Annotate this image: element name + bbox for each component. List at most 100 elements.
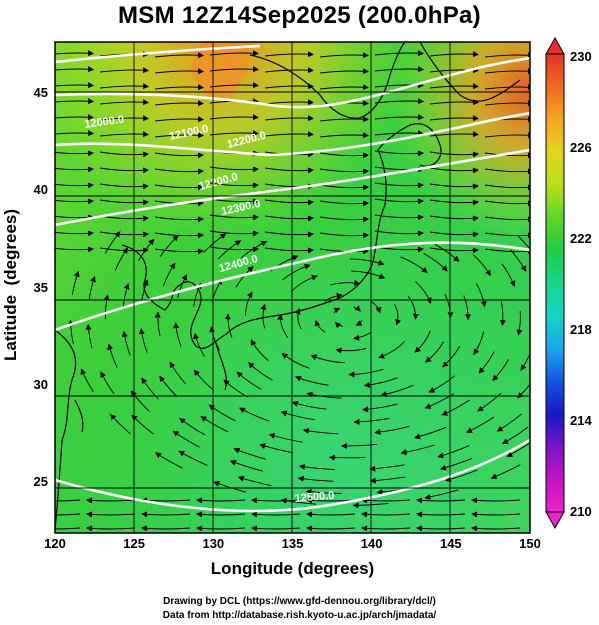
- streamline: [55, 114, 94, 121]
- streamline: [209, 50, 259, 57]
- coast-hokkaido: [377, 123, 442, 167]
- streamline: [264, 199, 314, 206]
- streamline: [209, 326, 220, 351]
- streamline: [244, 291, 253, 316]
- streamline: [67, 319, 74, 345]
- streamline: [429, 215, 479, 222]
- streamline: [154, 132, 204, 139]
- streamline: [209, 130, 259, 137]
- streamline: [264, 115, 314, 122]
- streamline: [99, 167, 149, 174]
- streamline: [240, 240, 268, 259]
- streamline: [333, 307, 341, 314]
- streamline: [298, 463, 335, 470]
- streamline: [374, 182, 424, 189]
- streamline: [235, 266, 254, 288]
- streamline: [169, 361, 186, 384]
- streamline: [264, 99, 314, 106]
- colorbar-tick-label: 210: [570, 504, 592, 519]
- streamline: [424, 393, 454, 409]
- streamline: [510, 249, 527, 272]
- colorbar-tick-label: 218: [570, 322, 592, 337]
- streamline: [414, 330, 431, 353]
- streamline: [251, 525, 301, 532]
- streamline: [260, 303, 267, 329]
- streamline: [595, 262, 599, 285]
- streamline: [193, 282, 202, 307]
- streamline: [442, 345, 461, 368]
- streamline: [477, 392, 502, 412]
- streamline: [193, 369, 214, 391]
- streamline: [429, 199, 479, 206]
- streamline: [374, 50, 424, 57]
- streamline: [506, 442, 530, 457]
- streamline: [130, 390, 150, 412]
- streamline: [154, 100, 204, 107]
- contour-label: 12000.0: [84, 114, 125, 131]
- streamline: [566, 278, 572, 301]
- streamline: [193, 332, 205, 357]
- streamline: [340, 442, 377, 449]
- contour-line: [55, 44, 261, 64]
- streamline: [99, 67, 149, 74]
- streamline: [400, 256, 428, 274]
- streamline: [591, 386, 599, 408]
- streamline: [429, 99, 479, 106]
- streamline: [306, 391, 342, 399]
- streamline: [445, 469, 478, 483]
- streamline: [264, 67, 314, 74]
- streamline: [154, 116, 204, 123]
- chart-title: MSM 12Z14Sep2025 (200.0hPa): [118, 2, 481, 29]
- streamline: [415, 281, 432, 304]
- y-tick-label: 30: [33, 376, 48, 392]
- streamline: [237, 475, 272, 487]
- streamline: [334, 321, 343, 329]
- streamline: [362, 403, 398, 413]
- streamline: [394, 304, 402, 326]
- streamline: [208, 404, 236, 422]
- height-contours: [55, 44, 530, 513]
- streamline: [209, 114, 259, 121]
- streamline: [294, 375, 329, 386]
- streamline: [154, 68, 204, 75]
- streamline: [55, 182, 94, 189]
- streamline: [268, 433, 303, 443]
- streamline: [251, 511, 301, 518]
- streamline: [429, 51, 479, 58]
- streamline: [154, 84, 204, 91]
- streamline: [177, 274, 188, 299]
- streamline: [270, 255, 299, 272]
- colorbar-tick-label: 222: [570, 231, 592, 246]
- streamline: [471, 525, 521, 532]
- streamline: [104, 231, 121, 254]
- x-tick-label: 145: [439, 536, 462, 551]
- streamline: [55, 130, 94, 137]
- streamline: [85, 323, 93, 349]
- colorbar-max-arrow: [545, 36, 565, 55]
- y-tick-label: 40: [33, 182, 48, 198]
- streamline: [434, 243, 460, 262]
- streamline: [363, 377, 398, 388]
- streamline: [173, 322, 182, 347]
- streamline: [264, 131, 314, 138]
- streamline: [297, 475, 334, 482]
- streamline: [429, 231, 479, 238]
- x-tick-label: 150: [519, 536, 541, 551]
- streamline: [319, 132, 369, 139]
- streamline: [374, 98, 424, 105]
- contour-line: [55, 56, 530, 109]
- streamline: [141, 377, 159, 400]
- colorbar: [545, 36, 565, 530]
- x-tick-label: 140: [360, 536, 383, 551]
- colorbar-tick-label: 230: [570, 49, 592, 64]
- streamline: [429, 67, 479, 74]
- streamline: [351, 270, 386, 279]
- streamline: [264, 215, 314, 222]
- streamline: [264, 83, 314, 90]
- streamline: [55, 98, 94, 105]
- streamline: [99, 99, 149, 106]
- streamline: [178, 450, 208, 466]
- streamline: [484, 132, 530, 139]
- streamline: [162, 262, 176, 287]
- streamline: [471, 511, 521, 518]
